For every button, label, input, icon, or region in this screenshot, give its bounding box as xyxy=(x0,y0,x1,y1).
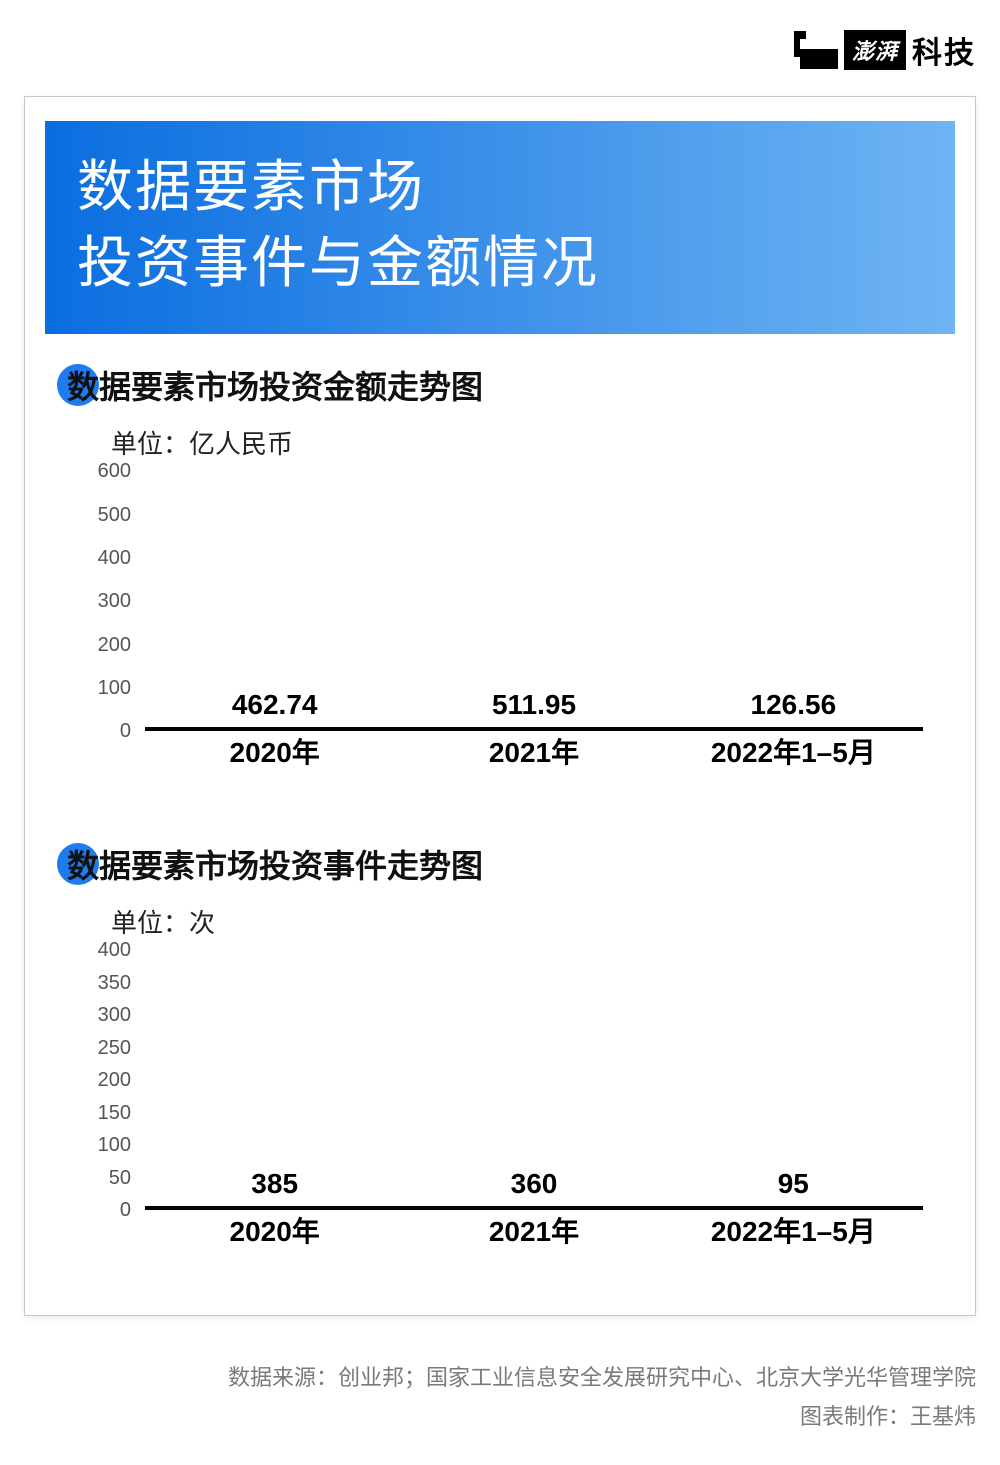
section-title-amount: 数据要素市场投资金额走势图 xyxy=(57,362,943,408)
brand-chip: 澎湃 xyxy=(844,30,906,70)
x-labels: 2020年2021年2022年1–5月 xyxy=(145,731,923,771)
chart-events: 050100150200250300350400 38536095 2020年2… xyxy=(77,950,923,1250)
x-label: 2022年1–5月 xyxy=(664,1210,923,1250)
x-label: 2020年 xyxy=(145,731,404,771)
y-tick: 100 xyxy=(98,678,131,698)
bar-value-label: 462.74 xyxy=(232,689,318,721)
y-tick: 400 xyxy=(98,548,131,568)
bar-wrap: 462.74 xyxy=(145,689,404,727)
y-tick: 500 xyxy=(98,505,131,525)
chart-amount: 0100200300400500600 462.74511.95126.56 2… xyxy=(77,471,923,771)
plot-area: 385 360 95 xyxy=(145,950,923,1210)
x-labels: 2020年2021年2022年1–5月 xyxy=(145,1210,923,1250)
section-title-events: 数据要素市场投资事件走势图 xyxy=(57,841,943,887)
bar-wrap: 385 xyxy=(145,1168,404,1206)
y-tick: 50 xyxy=(109,1168,131,1188)
x-label: 2021年 xyxy=(404,1210,663,1250)
y-tick: 0 xyxy=(120,1200,131,1220)
y-tick: 300 xyxy=(98,591,131,611)
unit-events: 单位：次 xyxy=(111,903,943,940)
bar-value-label: 360 xyxy=(511,1168,558,1200)
brand-logo: 澎湃 科技 xyxy=(794,28,976,72)
bar-value-label: 95 xyxy=(778,1168,809,1200)
x-label: 2022年1–5月 xyxy=(664,731,923,771)
y-tick: 250 xyxy=(98,1038,131,1058)
y-axis: 050100150200250300350400 xyxy=(77,950,137,1210)
y-axis: 0100200300400500600 xyxy=(77,471,137,731)
y-tick: 600 xyxy=(98,461,131,481)
title-line-2: 投资事件与金额情况 xyxy=(77,225,923,301)
brand-mark-icon xyxy=(794,31,838,69)
unit-amount: 单位：亿人民币 xyxy=(111,424,943,461)
brand-text: 科技 xyxy=(912,28,976,72)
y-tick: 400 xyxy=(98,940,131,960)
bar-wrap: 126.56 xyxy=(664,689,923,727)
bar-value-label: 385 xyxy=(251,1168,298,1200)
footer-credit: 图表制作：王基炜 xyxy=(24,1397,976,1437)
bar-value-label: 126.56 xyxy=(751,689,837,721)
y-tick: 350 xyxy=(98,973,131,993)
section-events: 数据要素市场投资事件走势图 单位：次 0 50 100 150 200 250 300 350… xyxy=(45,841,955,1250)
bar-wrap: 360 xyxy=(404,1168,663,1206)
bar-wrap: 95 xyxy=(664,1168,923,1206)
y-tick: 200 xyxy=(98,635,131,655)
x-label: 2021年 xyxy=(404,731,663,771)
plot-area: 462.74 511.95 126.56 xyxy=(145,471,923,731)
main-card: 数据要素市场 投资事件与金额情况 数据要素市场投资金额走势图 单位：亿人民币 0… xyxy=(24,96,976,1316)
section-amount: 数据要素市场投资金额走势图 单位：亿人民币 0 100 200 300 400 500 60… xyxy=(45,362,955,771)
bars: 385 360 95 xyxy=(145,950,923,1206)
y-tick: 0 xyxy=(120,721,131,741)
title-banner: 数据要素市场 投资事件与金额情况 xyxy=(45,121,955,334)
y-tick: 200 xyxy=(98,1070,131,1090)
y-tick: 300 xyxy=(98,1005,131,1025)
footer: 数据来源：创业邦；国家工业信息安全发展研究中心、北京大学光华管理学院 图表制作：… xyxy=(24,1358,976,1437)
title-line-1: 数据要素市场 xyxy=(77,149,923,225)
x-label: 2020年 xyxy=(145,1210,404,1250)
bar-wrap: 511.95 xyxy=(404,689,663,727)
y-tick: 100 xyxy=(98,1135,131,1155)
bar-value-label: 511.95 xyxy=(492,689,576,721)
footer-source: 数据来源：创业邦；国家工业信息安全发展研究中心、北京大学光华管理学院 xyxy=(24,1358,976,1398)
y-tick: 150 xyxy=(98,1103,131,1123)
bars: 462.74 511.95 126.56 xyxy=(145,471,923,727)
